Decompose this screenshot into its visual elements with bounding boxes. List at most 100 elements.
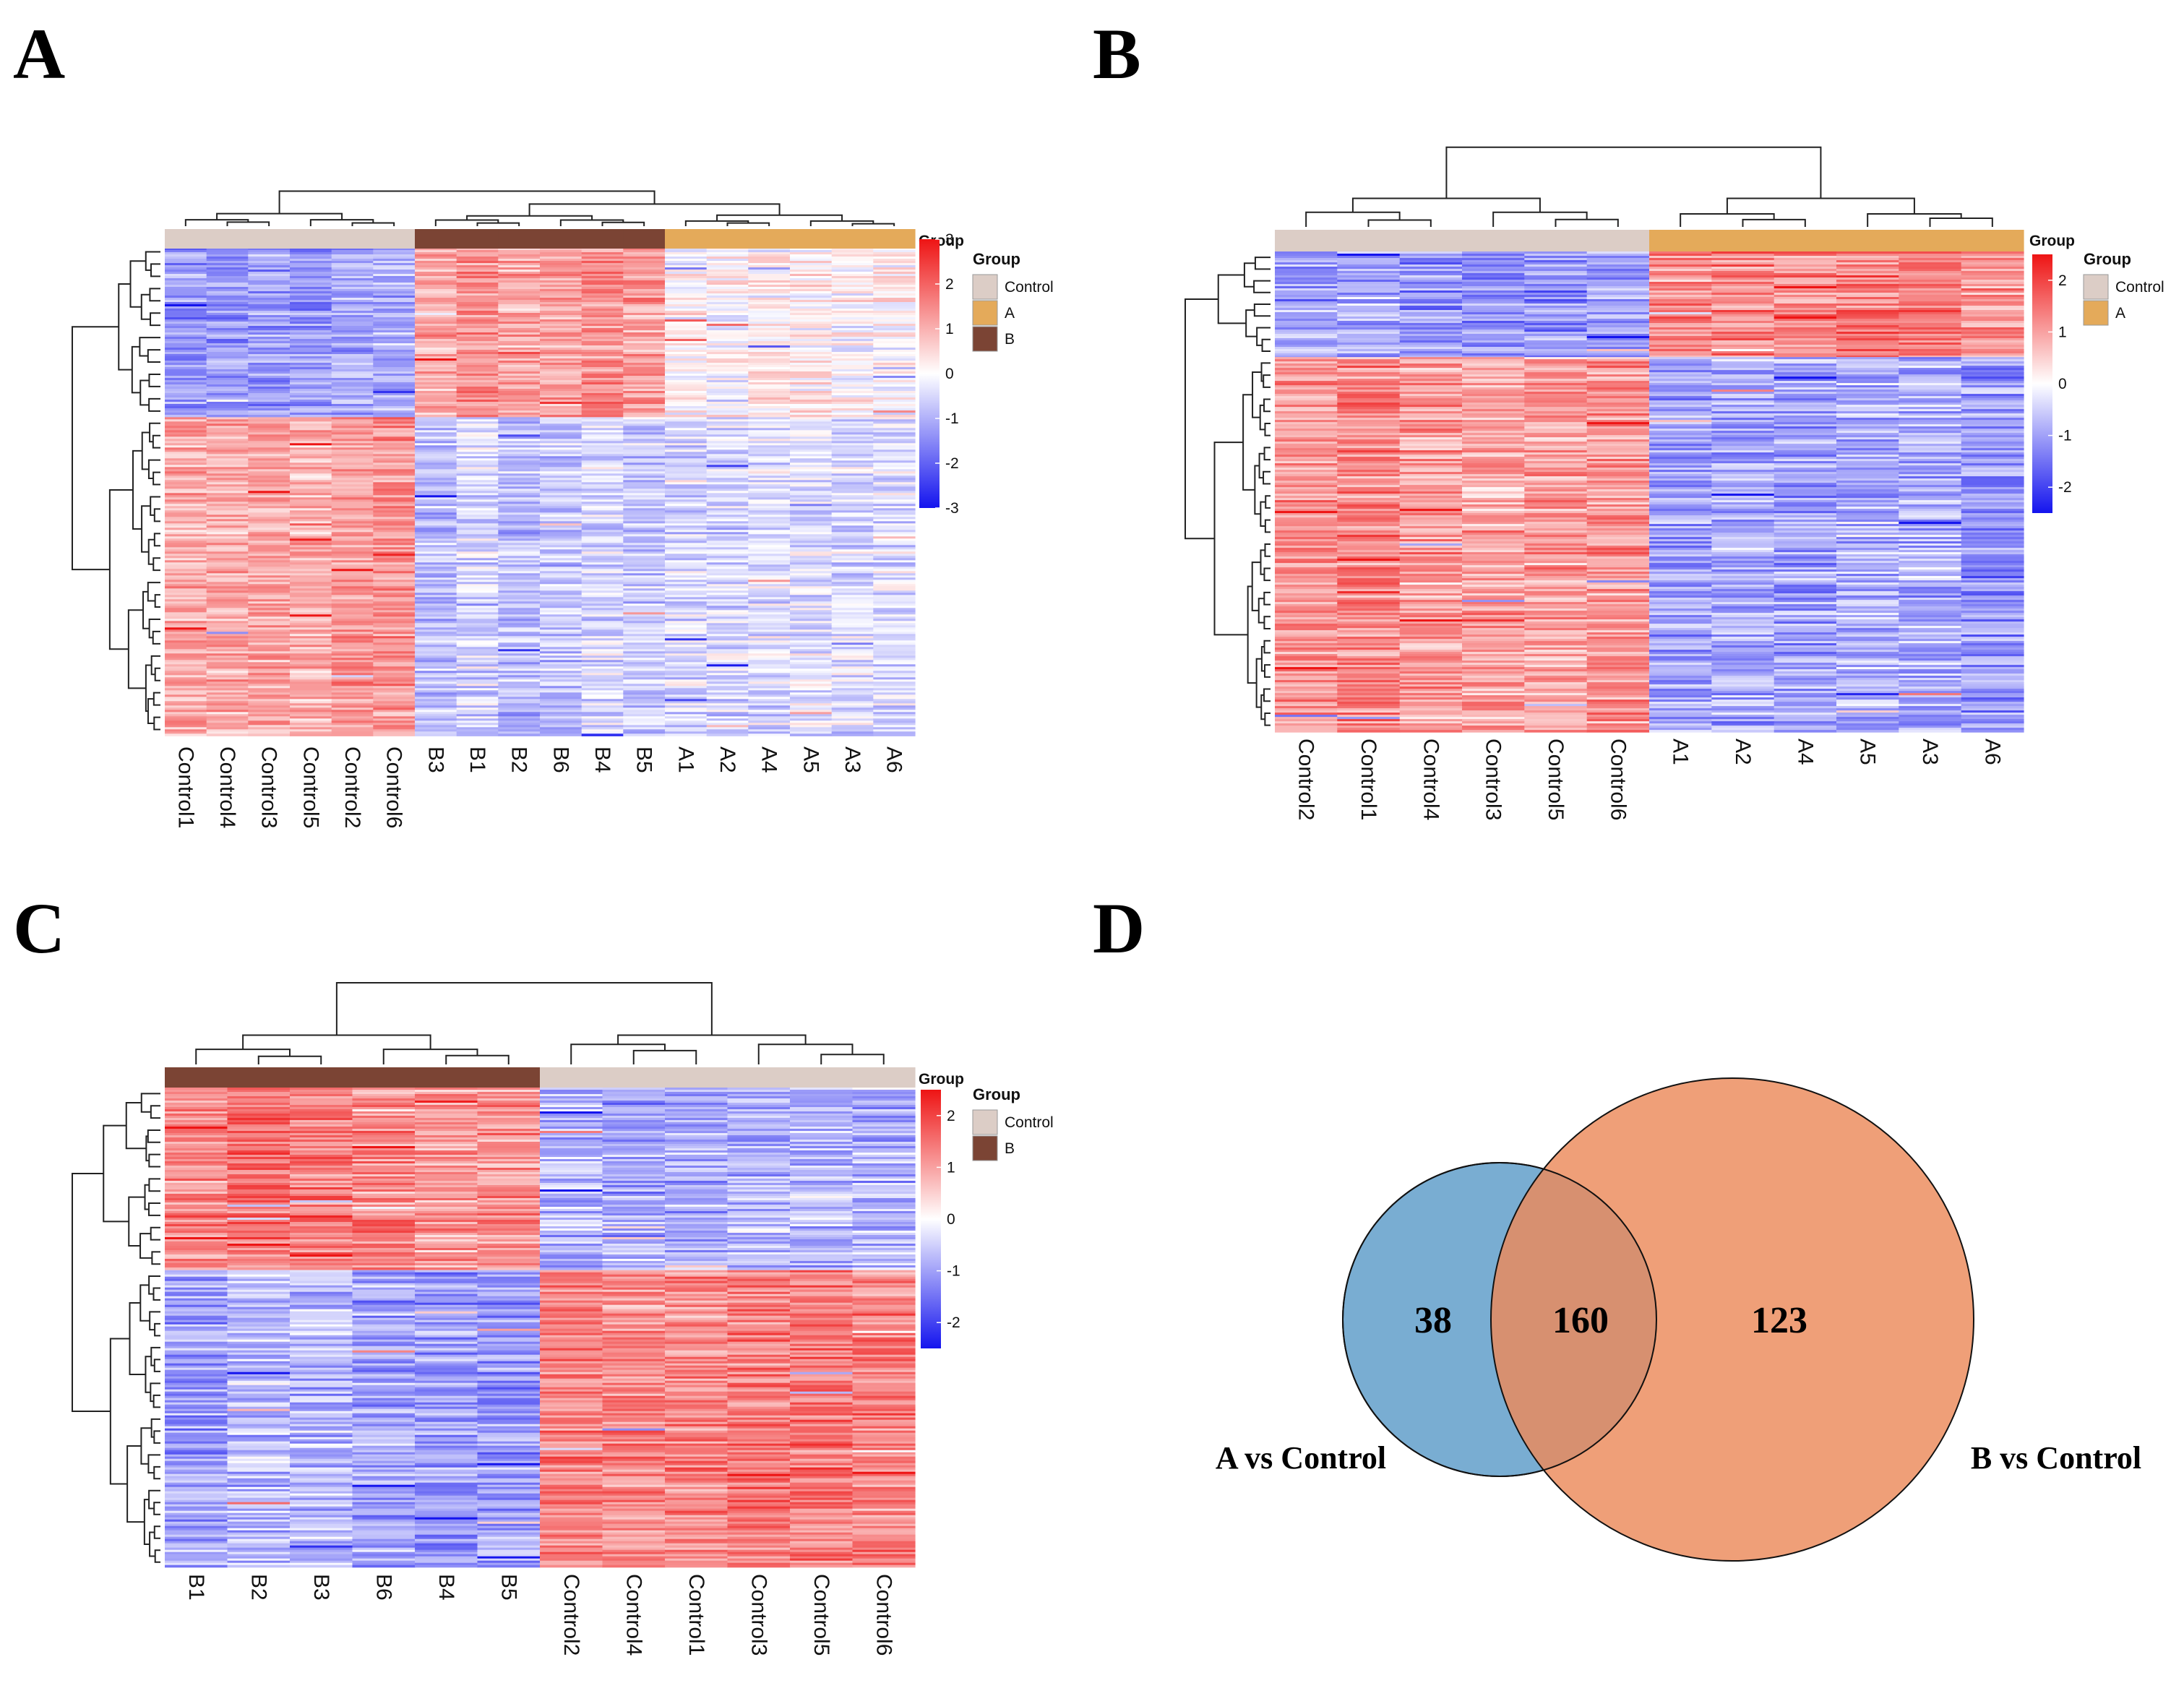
heatmap-cell — [1649, 372, 1712, 375]
heatmap-cell — [581, 274, 624, 277]
heatmap-cell — [831, 319, 874, 322]
heatmap-cell — [1836, 338, 1899, 341]
heatmap-cell — [456, 408, 499, 411]
heatmap-cell — [1524, 361, 1588, 364]
heatmap-cell — [248, 304, 291, 307]
heatmap-cell — [290, 690, 332, 693]
heatmap-cell — [290, 679, 332, 682]
heatmap-cell — [581, 328, 624, 331]
heatmap-cell — [498, 638, 541, 641]
heatmap-cell — [415, 374, 457, 376]
heatmap-cell — [540, 345, 582, 348]
heatmap-cell — [456, 588, 499, 591]
heatmap-cell — [1462, 267, 1525, 270]
heatmap-cell — [748, 319, 791, 322]
heatmap-cell — [248, 274, 291, 277]
heatmap-cell — [581, 263, 624, 266]
heatmap-cell — [1711, 347, 1775, 350]
heatmap-cell — [165, 261, 207, 264]
heatmap-cell — [581, 716, 624, 719]
heatmap-cell — [665, 445, 708, 448]
heatmap-cell — [1337, 334, 1401, 337]
heatmap-cell — [581, 421, 624, 424]
heatmap-cell — [790, 274, 833, 277]
heatmap-cell — [415, 556, 457, 559]
heatmap-cell — [581, 402, 624, 405]
heatmap-cell — [331, 276, 374, 279]
heatmap-cell — [1337, 312, 1401, 315]
heatmap-cell — [665, 423, 708, 426]
heatmap-cell — [1337, 251, 1401, 254]
heatmap-cell — [748, 421, 791, 424]
heatmap-cell — [748, 309, 791, 311]
heatmap-cell — [623, 296, 666, 298]
heatmap-cell — [540, 406, 582, 409]
heatmap-cell — [165, 647, 207, 650]
heatmap-cell — [706, 285, 749, 288]
heatmap-cell — [373, 534, 416, 537]
heatmap-cell — [748, 449, 791, 452]
heatmap-cell — [1961, 327, 2024, 330]
heatmap-cell — [790, 554, 833, 556]
heatmap-cell — [790, 393, 833, 396]
heatmap-cell — [1275, 258, 1338, 261]
heatmap-cell — [206, 486, 249, 489]
heatmap-cell — [540, 445, 582, 448]
heatmap-cell — [665, 621, 708, 624]
heatmap-cell — [665, 413, 708, 416]
heatmap-cell — [1836, 374, 1899, 377]
heatmap-cell — [206, 610, 249, 613]
heatmap-cell — [873, 302, 916, 305]
heatmap-cell — [373, 720, 416, 723]
heatmap-cell — [873, 515, 916, 517]
heatmap-cell — [873, 686, 916, 689]
heatmap-cell — [498, 504, 541, 507]
heatmap-cell — [415, 517, 457, 520]
heatmap-cell — [206, 402, 249, 405]
heatmap-cell — [623, 319, 666, 322]
heatmap-cell — [248, 582, 291, 585]
heatmap-cell — [1337, 353, 1401, 356]
heatmap-cell — [540, 332, 582, 335]
heatmap-cell — [706, 658, 749, 660]
heatmap-cell — [165, 393, 207, 396]
heatmap-cell — [248, 384, 291, 387]
heatmap-cell — [373, 569, 416, 572]
heatmap-cell — [623, 623, 666, 626]
heatmap-cell — [790, 317, 833, 320]
heatmap-cell — [748, 326, 791, 329]
column-label-b1: B1 — [465, 746, 489, 773]
heatmap-cell — [706, 413, 749, 416]
heatmap-cell — [331, 688, 374, 691]
heatmap-cell — [415, 250, 457, 253]
heatmap-cell — [1337, 317, 1401, 319]
heatmap-cell — [373, 697, 416, 700]
heatmap-cell — [748, 417, 791, 420]
heatmap-cell — [373, 536, 416, 539]
heatmap-cell — [665, 541, 708, 543]
heatmap-cell — [540, 343, 582, 346]
heatmap-cell — [331, 538, 374, 541]
heatmap-cell — [456, 545, 499, 548]
heatmap-cell — [748, 599, 791, 602]
heatmap-cell — [165, 363, 207, 366]
heatmap-cell — [623, 710, 666, 713]
heatmap-cell — [206, 285, 249, 288]
heatmap-cell — [540, 595, 582, 598]
heatmap-cell — [415, 699, 457, 702]
heatmap-cell — [623, 354, 666, 357]
heatmap-cell — [165, 319, 207, 322]
heatmap-cell — [1337, 284, 1401, 287]
heatmap-cell — [748, 510, 791, 513]
heatmap-cell — [748, 352, 791, 355]
heatmap-cell — [706, 257, 749, 259]
heatmap-cell — [748, 731, 791, 734]
heatmap-cell — [1337, 321, 1401, 324]
heatmap-cell — [373, 571, 416, 574]
heatmap-cell — [248, 608, 291, 611]
row-dendrogram-branch — [152, 692, 160, 706]
heatmap-cell — [290, 588, 332, 591]
heatmap-cell — [498, 616, 541, 619]
heatmap-cell — [248, 523, 291, 526]
heatmap-cell — [540, 413, 582, 416]
